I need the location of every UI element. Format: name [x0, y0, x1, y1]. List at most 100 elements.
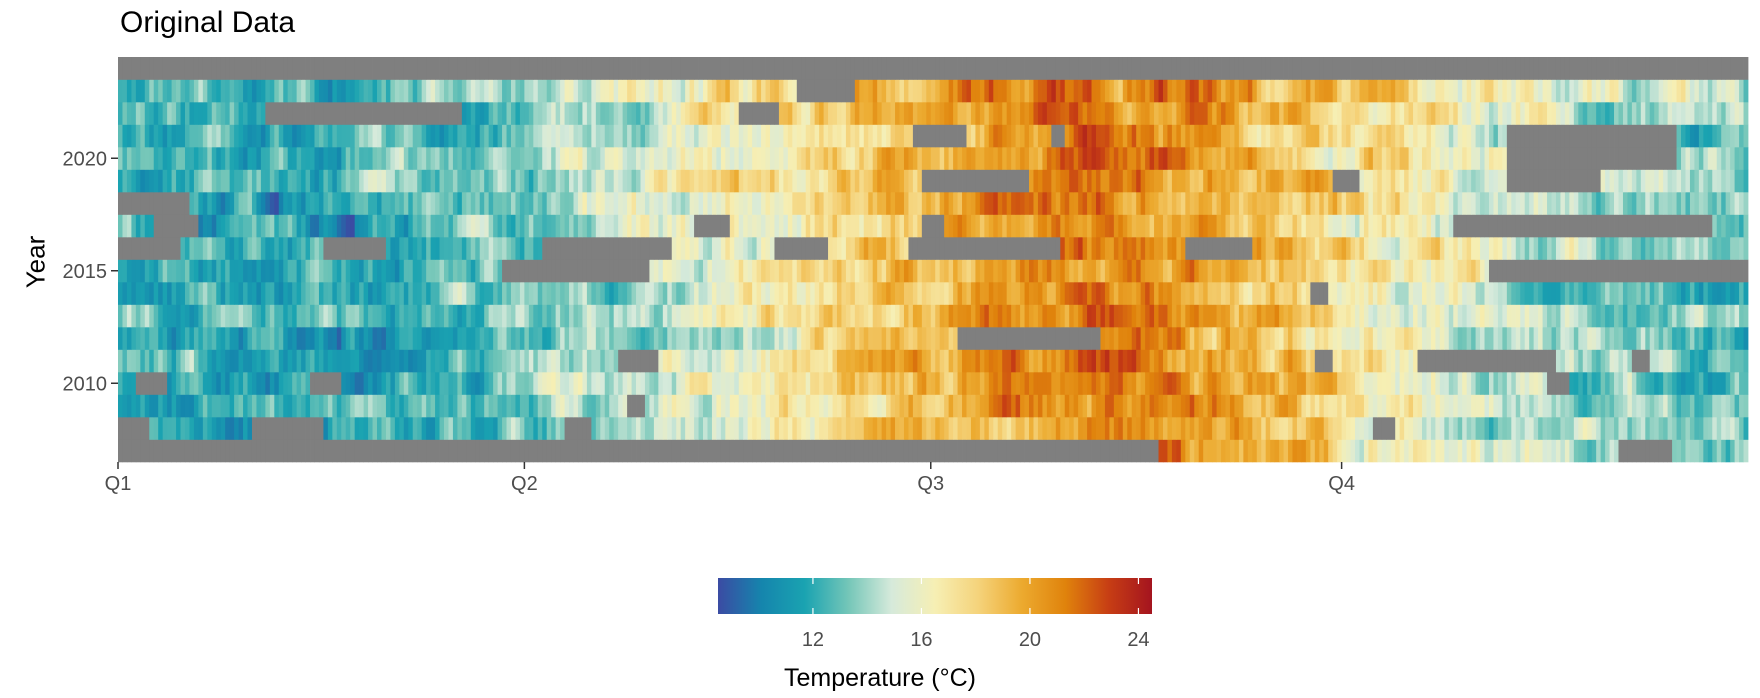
heatmap-cell: [1372, 327, 1378, 350]
heatmap-cell: [1707, 214, 1713, 238]
heatmap-cell: [671, 282, 677, 305]
heatmap-cell: [912, 237, 918, 260]
heatmap-cell: [466, 417, 472, 440]
heatmap-cell: [1337, 394, 1343, 418]
heatmap-cell: [1363, 237, 1369, 260]
heatmap-cell: [327, 372, 333, 395]
heatmap-cell: [1395, 169, 1401, 193]
heatmap-cell: [1221, 372, 1226, 395]
heatmap-cell: [752, 349, 758, 373]
heatmap-cell: [1363, 214, 1369, 238]
heatmap-cell: [118, 394, 123, 418]
heatmap-cell: [1136, 304, 1142, 328]
heatmap-cell: [1712, 349, 1718, 373]
heatmap-cell: [729, 304, 735, 328]
heatmap-cell: [135, 417, 141, 440]
heatmap-cell: [890, 327, 896, 350]
heatmap-cell: [1707, 282, 1713, 305]
heatmap-cell: [466, 147, 472, 170]
heatmap-cell: [488, 147, 494, 170]
heatmap-cell: [131, 214, 137, 238]
heatmap-cell: [845, 169, 851, 193]
heatmap-cell: [493, 349, 498, 373]
heatmap-cell: [1274, 439, 1280, 463]
heatmap-cell: [636, 349, 641, 373]
heatmap-cell: [1189, 349, 1195, 373]
heatmap-cell: [1283, 169, 1289, 193]
heatmap-cell: [1091, 169, 1097, 193]
heatmap-cell: [1551, 439, 1557, 463]
heatmap-cell: [211, 304, 217, 328]
heatmap-cell: [1627, 304, 1633, 328]
heatmap-cell: [667, 372, 673, 395]
heatmap-cell: [979, 192, 985, 215]
heatmap-cell: [698, 259, 704, 283]
heatmap-cell: [586, 327, 592, 350]
heatmap-cell: [1355, 304, 1360, 328]
heatmap-cell: [1430, 282, 1436, 305]
heatmap-cell: [256, 372, 262, 395]
heatmap-cell: [1015, 372, 1021, 395]
heatmap-cell: [301, 439, 306, 463]
heatmap-cell: [1573, 282, 1579, 305]
heatmap-cell: [1600, 327, 1606, 350]
heatmap-cell: [1743, 259, 1749, 283]
heatmap-cell: [1520, 192, 1526, 215]
heatmap-cell: [207, 237, 213, 260]
heatmap-cell: [1422, 417, 1427, 440]
heatmap-cell: [1261, 259, 1267, 283]
heatmap-cell: [1582, 394, 1588, 418]
heatmap-cell: [1564, 327, 1570, 350]
heatmap-cell: [144, 147, 150, 170]
heatmap-cell: [1189, 417, 1195, 440]
heatmap-cell: [1078, 192, 1084, 215]
heatmap-cell: [694, 259, 699, 283]
heatmap-cell: [1006, 439, 1012, 463]
heatmap-cell: [618, 169, 624, 193]
heatmap-cell: [939, 147, 945, 170]
heatmap-cell: [1194, 169, 1200, 193]
heatmap-cell: [622, 169, 628, 193]
heatmap-cell: [1475, 439, 1481, 463]
heatmap-cell: [560, 304, 565, 328]
heatmap-cell: [354, 214, 360, 238]
heatmap-cell: [1743, 237, 1749, 260]
heatmap-cell: [756, 237, 762, 260]
heatmap-cell: [1408, 327, 1414, 350]
heatmap-cell: [1721, 349, 1727, 373]
heatmap-cell: [1011, 394, 1017, 418]
heatmap-cell: [461, 282, 467, 305]
heatmap-cell: [1180, 349, 1186, 373]
heatmap-cell: [1622, 439, 1628, 463]
heatmap-cell: [783, 327, 789, 350]
heatmap-cell: [926, 147, 932, 170]
heatmap-cell: [1055, 439, 1061, 463]
heatmap-cell: [1663, 237, 1669, 260]
heatmap-cell: [1689, 192, 1695, 215]
heatmap-cell: [1109, 214, 1115, 238]
heatmap-cell: [1636, 439, 1642, 463]
heatmap-cell: [774, 417, 780, 440]
heatmap-cell: [1305, 237, 1311, 260]
heatmap-cell: [430, 259, 436, 283]
heatmap-cell: [1408, 237, 1414, 260]
heatmap-cell: [1654, 237, 1660, 260]
heatmap-cell: [193, 214, 199, 238]
heatmap-cell: [1118, 169, 1124, 193]
heatmap-cell: [738, 169, 744, 193]
heatmap-cell: [1243, 372, 1249, 395]
heatmap-cell: [1037, 349, 1043, 373]
heatmap-cell: [752, 192, 758, 215]
heatmap-cell: [890, 394, 896, 418]
heatmap-cell: [586, 394, 592, 418]
heatmap-cell: [756, 282, 762, 305]
heatmap-cell: [167, 192, 172, 215]
heatmap-cell: [573, 349, 579, 373]
heatmap-cell: [1055, 192, 1061, 215]
heatmap-cell: [466, 237, 472, 260]
heatmap-cell: [966, 439, 972, 463]
heatmap-cell: [381, 259, 387, 283]
heatmap-cell: [158, 169, 164, 193]
heatmap-cell: [845, 304, 851, 328]
heatmap-cell: [363, 192, 369, 215]
